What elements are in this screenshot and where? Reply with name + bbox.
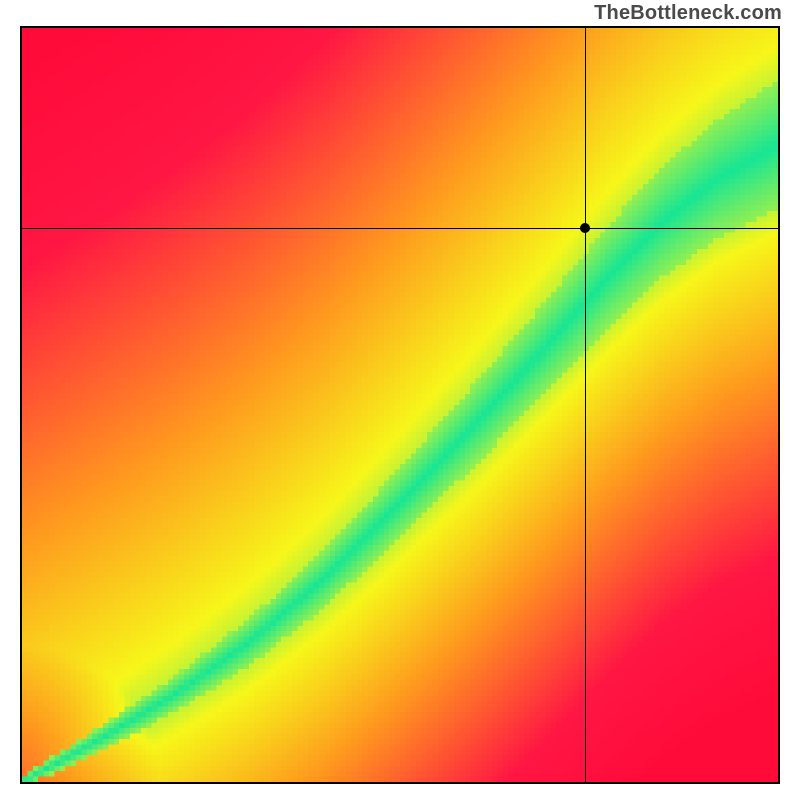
heatmap-plot-area [22, 28, 778, 782]
crosshair-horizontal [22, 228, 778, 229]
crosshair-vertical [585, 28, 586, 782]
heatmap-canvas [22, 28, 778, 782]
watermark-text: TheBottleneck.com [594, 2, 782, 25]
heatmap-plot-frame [20, 26, 780, 784]
crosshair-marker [580, 223, 590, 233]
